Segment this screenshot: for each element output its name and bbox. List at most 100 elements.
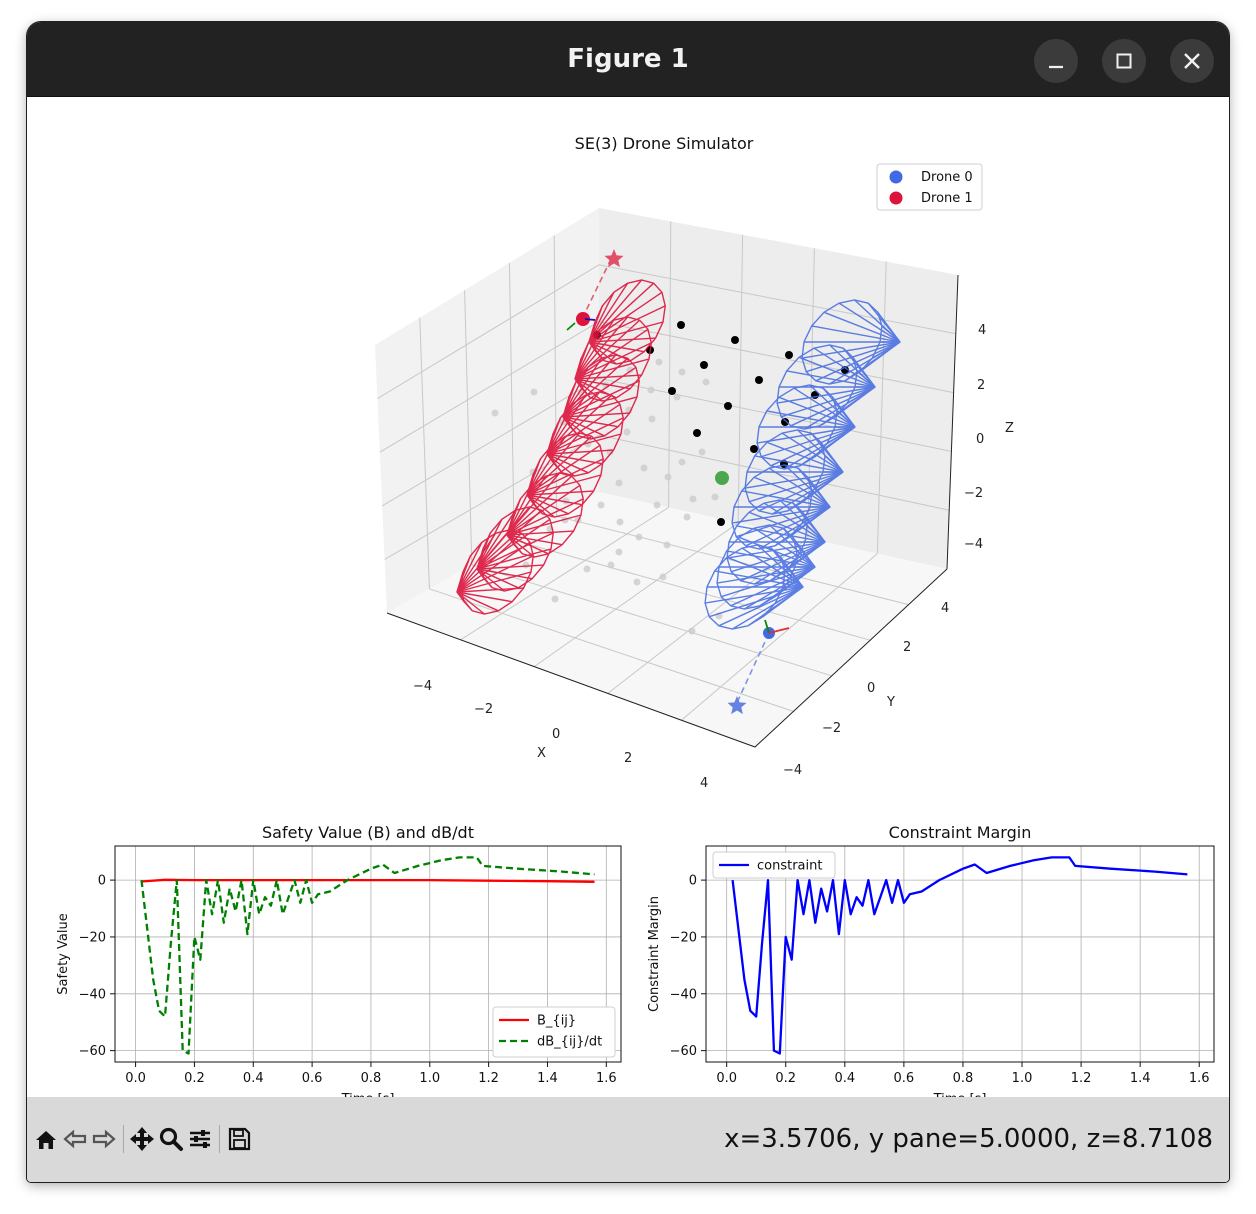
faded-point xyxy=(648,415,656,423)
cone-strut xyxy=(588,305,666,343)
cone-strut xyxy=(766,441,844,473)
grid-line xyxy=(598,377,952,452)
drone-0-goal-star xyxy=(727,696,747,715)
x-tick: −2 xyxy=(474,702,493,717)
x-tick-label: 1.4 xyxy=(537,1071,558,1086)
legend-3d: Drone 0 Drone 1 xyxy=(876,163,983,211)
faded-point xyxy=(711,493,719,501)
grid-line xyxy=(556,515,909,606)
y-axis-label: Safety Value xyxy=(56,913,71,994)
pan-button[interactable] xyxy=(128,1125,156,1153)
grid-line xyxy=(681,553,878,721)
cone-strut xyxy=(768,467,831,508)
cone-strut xyxy=(574,358,650,380)
cone-strut xyxy=(526,458,604,496)
configure-icon xyxy=(190,1130,210,1148)
minimize-button[interactable] xyxy=(1034,39,1078,83)
cone-strut xyxy=(807,476,831,508)
cone-strut xyxy=(792,536,816,568)
figure-canvas[interactable]: SE(3) Drone Simulator −4 −2 0 2 4 X xyxy=(27,97,1229,1107)
cone-strut xyxy=(526,435,593,496)
faded-point xyxy=(688,627,696,635)
cone-strut xyxy=(574,319,615,380)
grid-line xyxy=(508,262,515,541)
cone-strut xyxy=(784,426,856,470)
z-tick: −2 xyxy=(964,486,983,501)
series-line-1 xyxy=(140,856,595,1055)
drone-1-goal-star xyxy=(604,249,624,268)
configure-subplots-button[interactable] xyxy=(186,1125,214,1153)
cone-strut xyxy=(476,548,552,570)
axes-3d[interactable]: SE(3) Drone Simulator −4 −2 0 2 4 X xyxy=(375,134,1014,791)
legend-marker-drone-0 xyxy=(889,170,903,184)
cone-strut xyxy=(796,550,816,568)
cone-strut xyxy=(562,366,589,418)
cone-strut xyxy=(714,570,804,588)
cone-strut xyxy=(718,586,804,627)
black-point xyxy=(717,518,725,526)
cone-strut xyxy=(476,509,517,570)
legend-label: B_{ij} xyxy=(537,1014,576,1029)
cone-strut xyxy=(546,453,603,465)
cone-strut xyxy=(753,476,831,508)
window-title: Figure 1 xyxy=(567,44,689,74)
grid-line xyxy=(464,290,473,565)
back-button[interactable] xyxy=(61,1125,89,1153)
cone-strut xyxy=(819,386,876,427)
cone-strut xyxy=(476,568,519,589)
faded-point xyxy=(664,473,672,481)
cone-strut xyxy=(588,341,597,353)
z-tick: 4 xyxy=(978,323,986,338)
forward-button[interactable] xyxy=(90,1125,118,1153)
cone-strut xyxy=(526,494,569,515)
safety-value-chart[interactable]: Safety Value (B) and dB/dt 0.0 0.2 0.4 0.6 0.… xyxy=(56,823,622,1107)
cone-strut xyxy=(753,527,816,568)
x-tick: −4 xyxy=(413,679,432,694)
grid-line xyxy=(598,264,956,335)
save-button[interactable] xyxy=(225,1125,253,1153)
figure-svg[interactable]: SE(3) Drone Simulator −4 −2 0 2 4 X xyxy=(27,97,1229,1107)
x-tick-label: 0.6 xyxy=(894,1071,915,1086)
cone-strut xyxy=(832,396,856,428)
grid-line xyxy=(607,537,809,694)
grid-line xyxy=(429,588,794,712)
maximize-icon xyxy=(1116,53,1132,69)
grid-line xyxy=(876,261,887,554)
grid-line xyxy=(514,539,871,641)
faded-point xyxy=(551,595,559,603)
x-tick-label: 0.2 xyxy=(775,1071,796,1086)
grid-line xyxy=(668,221,672,508)
cone-strut xyxy=(776,386,876,404)
faded-point xyxy=(653,501,661,509)
constraint-margin-chart[interactable]: Constraint Margin 0.0 0.2 0.4 0.6 0.8 1.0 1.2 1.… xyxy=(647,823,1215,1107)
black-point xyxy=(731,336,739,344)
back-icon xyxy=(63,1129,87,1149)
close-icon xyxy=(1184,53,1200,69)
zoom-button[interactable] xyxy=(157,1125,185,1153)
home-button[interactable] xyxy=(32,1125,60,1153)
legend-marker-drone-1 xyxy=(889,191,903,205)
cone-strut xyxy=(588,291,615,343)
z-tick: 0 xyxy=(976,432,984,447)
title-bar[interactable]: Figure 1 xyxy=(27,22,1229,97)
faded-point xyxy=(673,393,681,401)
cone-strut xyxy=(456,541,531,593)
close-button[interactable] xyxy=(1170,39,1214,83)
cone-strut xyxy=(506,514,582,536)
z-tick: 2 xyxy=(977,378,985,393)
series-line-0 xyxy=(141,878,595,883)
black-point xyxy=(750,445,758,453)
legend-box xyxy=(712,851,836,879)
x-tick-label: 1.4 xyxy=(1130,1071,1151,1086)
cone-strut xyxy=(506,534,563,546)
cone-strut xyxy=(476,518,503,570)
cone-strut xyxy=(741,490,831,508)
faded-point xyxy=(678,458,686,466)
maximize-button[interactable] xyxy=(1102,39,1146,83)
y-tick-label: 0 xyxy=(98,874,106,889)
plot-frame xyxy=(705,845,1215,1063)
faded-point xyxy=(698,448,706,456)
cone-strut xyxy=(456,555,534,593)
cone-strut xyxy=(784,570,804,588)
chart-legend: B_{ij} dB_{ij}/dt xyxy=(492,1006,616,1058)
